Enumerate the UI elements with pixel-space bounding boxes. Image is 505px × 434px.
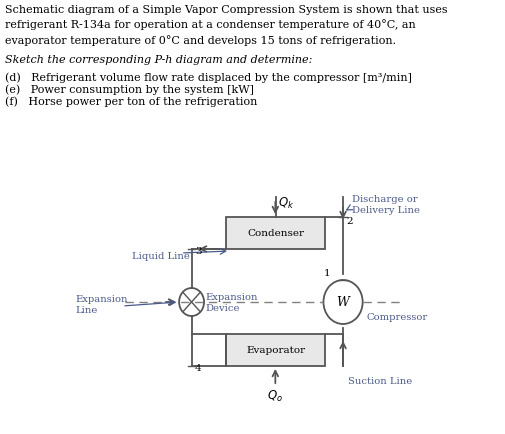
Text: Liquid Line: Liquid Line: [132, 251, 189, 260]
Text: Expansion
Device: Expansion Device: [206, 293, 258, 312]
Text: (f)   Horse power per ton of the refrigeration: (f) Horse power per ton of the refrigera…: [6, 96, 257, 106]
Text: Suction Line: Suction Line: [347, 377, 411, 386]
Text: $Q_k$: $Q_k$: [277, 196, 294, 210]
Text: Expansion
Line: Expansion Line: [76, 294, 128, 314]
Text: Sketch the corresponding P-h diagram and determine:: Sketch the corresponding P-h diagram and…: [6, 55, 312, 65]
Text: Condenser: Condenser: [247, 229, 304, 238]
Text: 2: 2: [346, 217, 352, 226]
Text: 4: 4: [195, 363, 201, 372]
Bar: [226, 334, 325, 366]
Circle shape: [179, 288, 204, 316]
Text: 3: 3: [195, 247, 201, 256]
Text: $Q_o$: $Q_o$: [267, 388, 283, 403]
Text: (e)   Power consumption by the system [kW]: (e) Power consumption by the system [kW]: [6, 84, 254, 94]
Circle shape: [323, 280, 362, 324]
Text: (d)   Refrigerant volume flow rate displaced by the compressor [m³/min]: (d) Refrigerant volume flow rate displac…: [6, 72, 412, 82]
Text: 1: 1: [323, 268, 330, 277]
Bar: [226, 217, 325, 250]
Text: Evaporator: Evaporator: [246, 346, 305, 355]
Text: Schematic diagram of a Simple Vapor Compression System is shown that uses
refrig: Schematic diagram of a Simple Vapor Comp…: [6, 5, 447, 46]
Text: W: W: [336, 296, 349, 309]
Text: Compressor: Compressor: [366, 313, 427, 322]
Text: Discharge or
Delivery Line: Discharge or Delivery Line: [351, 194, 419, 214]
